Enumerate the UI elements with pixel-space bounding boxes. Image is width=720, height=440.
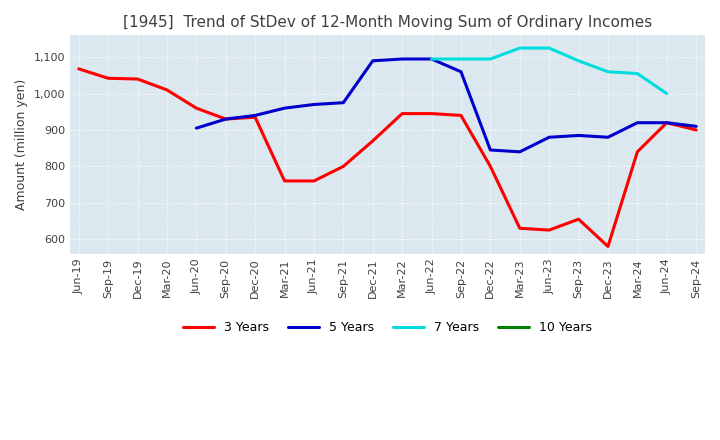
3 Years — [575, 216, 583, 222]
3 Years — [310, 178, 318, 183]
7 Years — [516, 45, 524, 51]
3 Years — [369, 138, 377, 143]
5 Years — [545, 135, 554, 140]
7 Years — [545, 45, 554, 51]
7 Years — [456, 56, 465, 62]
3 Years — [74, 66, 83, 71]
3 Years — [398, 111, 407, 116]
3 Years — [222, 117, 230, 122]
3 Years — [192, 106, 201, 111]
3 Years — [104, 76, 112, 81]
5 Years — [251, 113, 259, 118]
7 Years — [427, 56, 436, 62]
5 Years — [603, 135, 612, 140]
3 Years — [662, 120, 671, 125]
5 Years — [662, 120, 671, 125]
3 Years — [280, 178, 289, 183]
5 Years — [575, 133, 583, 138]
5 Years — [310, 102, 318, 107]
5 Years — [339, 100, 348, 105]
7 Years — [633, 71, 642, 76]
5 Years — [280, 106, 289, 111]
3 Years — [427, 111, 436, 116]
3 Years — [633, 149, 642, 154]
3 Years — [692, 127, 701, 132]
3 Years — [516, 226, 524, 231]
3 Years — [486, 164, 495, 169]
3 Years — [251, 114, 259, 120]
7 Years — [603, 69, 612, 74]
Line: 7 Years: 7 Years — [431, 48, 667, 94]
Title: [1945]  Trend of StDev of 12-Month Moving Sum of Ordinary Incomes: [1945] Trend of StDev of 12-Month Moving… — [123, 15, 652, 30]
5 Years — [692, 124, 701, 129]
Y-axis label: Amount (million yen): Amount (million yen) — [15, 79, 28, 210]
7 Years — [575, 58, 583, 63]
5 Years — [456, 69, 465, 74]
5 Years — [486, 147, 495, 153]
5 Years — [192, 125, 201, 131]
5 Years — [369, 58, 377, 63]
3 Years — [456, 113, 465, 118]
3 Years — [545, 227, 554, 233]
3 Years — [163, 87, 171, 92]
Line: 3 Years: 3 Years — [78, 69, 696, 246]
3 Years — [339, 164, 348, 169]
5 Years — [222, 117, 230, 122]
Legend: 3 Years, 5 Years, 7 Years, 10 Years: 3 Years, 5 Years, 7 Years, 10 Years — [178, 316, 597, 339]
7 Years — [486, 56, 495, 62]
5 Years — [427, 56, 436, 62]
5 Years — [398, 56, 407, 62]
7 Years — [662, 91, 671, 96]
Line: 5 Years: 5 Years — [197, 59, 696, 152]
3 Years — [133, 77, 142, 82]
5 Years — [633, 120, 642, 125]
5 Years — [516, 149, 524, 154]
3 Years — [603, 244, 612, 249]
